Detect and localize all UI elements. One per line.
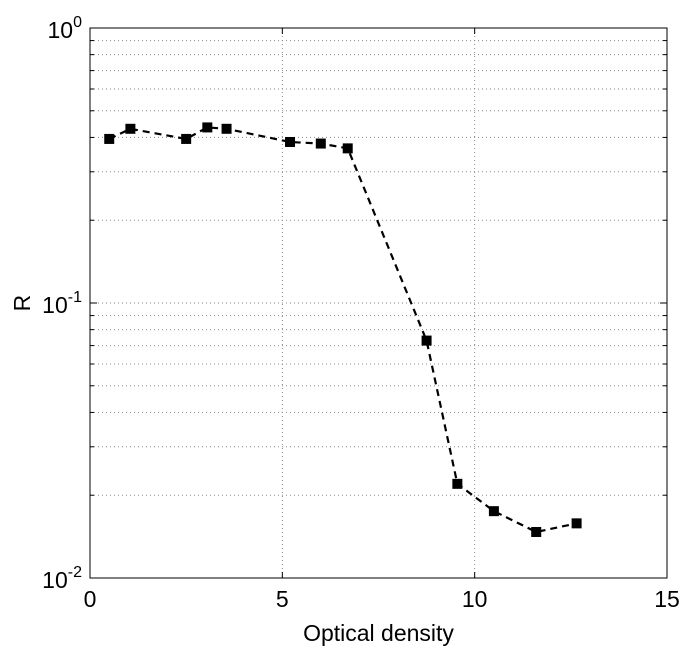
tick-labels: 0 5 10 15 10-2 10-1 100 (42, 14, 680, 612)
data-point-marker (488, 506, 499, 517)
x-tick-label: 15 (654, 586, 680, 612)
data-point-marker (315, 138, 326, 149)
data-point-marker (571, 518, 582, 529)
data-point-marker (531, 526, 542, 537)
x-tick-label: 5 (276, 586, 289, 612)
data-point-marker (104, 133, 115, 144)
y-axis-label: R (9, 295, 35, 312)
series-layer (104, 122, 582, 537)
data-point-marker (421, 335, 432, 346)
x-tick-label: 10 (462, 586, 488, 612)
data-point-marker (285, 136, 296, 147)
x-axis-label: Optical density (303, 620, 454, 646)
data-point-marker (202, 122, 213, 133)
data-point-marker (181, 133, 192, 144)
data-point-marker (221, 123, 232, 134)
data-point-marker (452, 478, 463, 489)
data-point-marker (125, 123, 136, 134)
data-point-marker (342, 143, 353, 154)
x-tick-label: 0 (84, 586, 97, 612)
axis-ticks (89, 27, 668, 579)
y-tick-label: 10-2 (42, 564, 82, 593)
y-tick-label: 10-1 (42, 289, 82, 318)
y-tick-label: 100 (48, 14, 83, 43)
